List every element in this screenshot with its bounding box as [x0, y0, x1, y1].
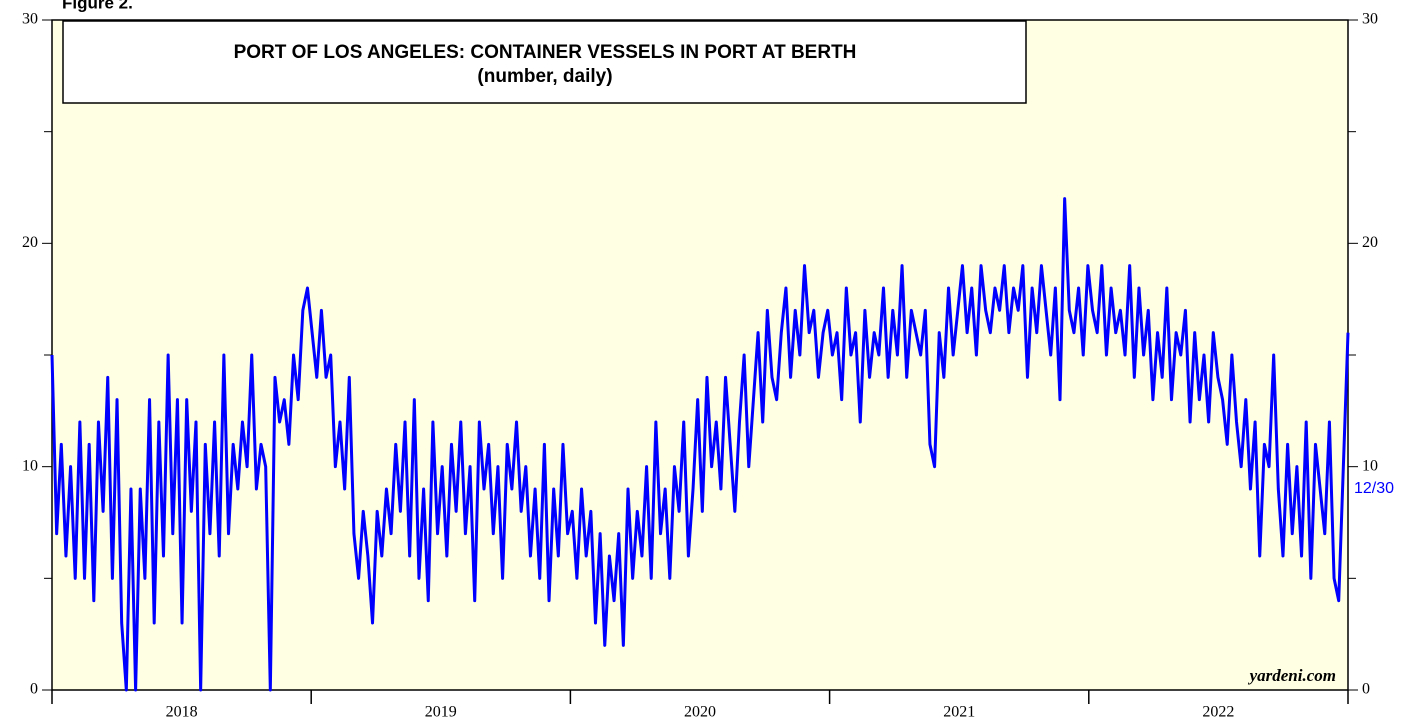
y2-tick-label: 20	[1362, 234, 1378, 251]
x-tick-label: 2021	[943, 704, 975, 721]
title-box	[62, 20, 1027, 104]
y-tick-label: 10	[22, 457, 38, 474]
x-tick-label: 2019	[425, 704, 457, 721]
source: yardeni.com	[1248, 666, 1336, 685]
y-tick-label: 20	[22, 234, 38, 251]
figure-label: Figure 2.	[62, 0, 133, 12]
y2-tick-label: 10	[1362, 457, 1378, 474]
y2-tick-label: 30	[1362, 11, 1378, 28]
x-tick-label: 2022	[1202, 704, 1234, 721]
chart-title: PORT OF LOS ANGELES: CONTAINER VESSELS I…	[234, 42, 857, 63]
plot-area	[51, 19, 1349, 691]
x-tick-label: 2018	[166, 704, 198, 721]
last-point-label: 12/30	[1354, 480, 1394, 497]
y-tick-label: 30	[22, 11, 38, 28]
line-series	[50, 197, 1350, 692]
chart-subtitle: (number, daily)	[477, 66, 612, 87]
x-tick-label: 2020	[684, 704, 716, 721]
y2-tick-label: 0	[1362, 681, 1370, 698]
y-tick-label: 0	[30, 681, 38, 698]
